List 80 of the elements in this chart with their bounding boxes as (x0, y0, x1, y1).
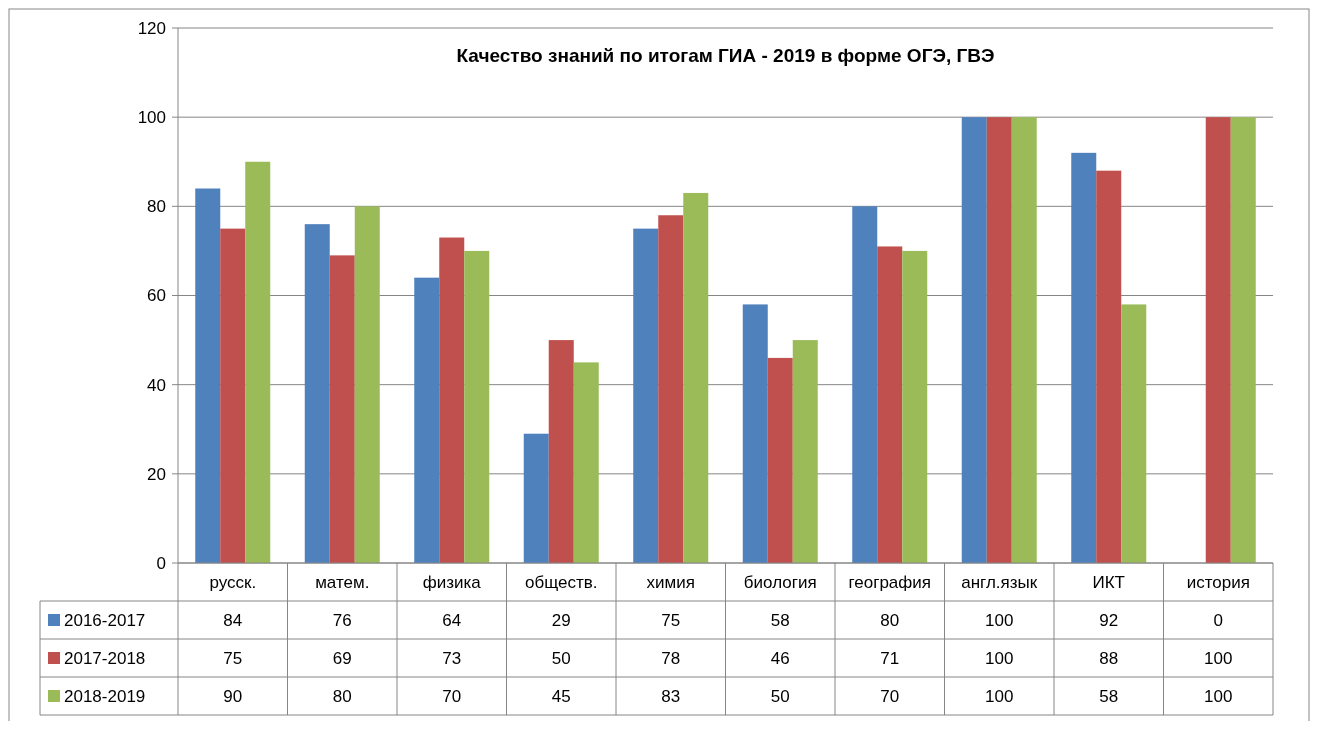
data-label: 100 (985, 686, 1014, 706)
data-label: 75 (661, 610, 681, 630)
data-label: 64 (442, 610, 462, 630)
x-tick-label: обществ. (525, 572, 598, 592)
bar (986, 117, 1012, 563)
y-tick-label: 120 (137, 18, 166, 38)
bar (792, 340, 818, 563)
x-tick-label: англ.язык (961, 572, 1038, 592)
bar (245, 161, 271, 563)
bar (220, 228, 246, 563)
bar (767, 357, 793, 563)
data-label: 84 (223, 610, 243, 630)
bar (658, 215, 684, 563)
bar (523, 433, 549, 563)
data-label: 70 (880, 686, 900, 706)
bar (304, 224, 330, 563)
x-tick-label: матем. (315, 572, 370, 592)
bar (902, 250, 928, 563)
data-label: 90 (223, 686, 243, 706)
data-label: 83 (661, 686, 681, 706)
legend-label: 2017-2018 (64, 648, 146, 668)
x-tick-label: физика (422, 572, 482, 592)
data-label: 100 (1204, 648, 1233, 668)
data-label: 45 (551, 686, 571, 706)
bar (354, 206, 380, 563)
data-label: 58 (770, 610, 790, 630)
legend-label: 2016-2017 (64, 610, 146, 630)
data-label: 58 (1099, 686, 1119, 706)
bar (439, 237, 465, 563)
bar (742, 304, 768, 563)
bar (683, 192, 709, 563)
data-label: 75 (223, 648, 243, 668)
x-tick-label: русск. (209, 572, 257, 592)
x-tick-label: биология (743, 572, 817, 592)
bar (414, 277, 440, 563)
data-label: 46 (770, 648, 790, 668)
bar (961, 117, 987, 563)
data-label: 76 (332, 610, 352, 630)
data-label: 100 (1204, 686, 1233, 706)
data-label: 88 (1099, 648, 1119, 668)
data-label: 80 (880, 610, 900, 630)
data-label: 71 (880, 648, 900, 668)
data-label: 70 (442, 686, 462, 706)
data-label: 29 (551, 610, 571, 630)
data-label: 78 (661, 648, 681, 668)
bar (1011, 117, 1037, 563)
y-tick-label: 20 (147, 464, 166, 484)
bar (1121, 304, 1147, 563)
bar (852, 206, 878, 563)
bar (1071, 152, 1097, 563)
data-label: 92 (1099, 610, 1119, 630)
x-tick-label: география (848, 572, 932, 592)
data-label: 100 (985, 610, 1014, 630)
y-tick-label: 60 (147, 286, 166, 306)
x-tick-label: химия (646, 572, 695, 592)
bar (877, 246, 903, 563)
bar (548, 340, 574, 563)
legend-label: 2018-2019 (64, 686, 146, 706)
y-tick-label: 80 (147, 197, 166, 217)
data-label: 0 (1213, 610, 1223, 630)
data-label: 50 (551, 648, 571, 668)
y-tick-label: 100 (137, 108, 166, 128)
bar (329, 255, 355, 563)
text: Качество знаний по итогам ГИА - 2019 в форме ОГЭ, ГВЭ (456, 45, 995, 66)
y-tick-label: 40 (147, 375, 166, 395)
x-tick-label: ИКТ (1092, 572, 1126, 592)
bar (464, 250, 490, 563)
bar (195, 188, 221, 563)
bar (1230, 117, 1256, 563)
data-label: 100 (985, 648, 1014, 668)
data-label: 50 (770, 686, 790, 706)
bar (1205, 117, 1231, 563)
data-label: 80 (332, 686, 352, 706)
bar (633, 228, 659, 563)
x-tick-label: история (1186, 572, 1250, 592)
y-tick-label: 0 (156, 553, 166, 573)
bar (573, 362, 599, 563)
data-label: 73 (442, 648, 462, 668)
bar (1096, 170, 1122, 563)
data-label: 69 (332, 648, 352, 668)
